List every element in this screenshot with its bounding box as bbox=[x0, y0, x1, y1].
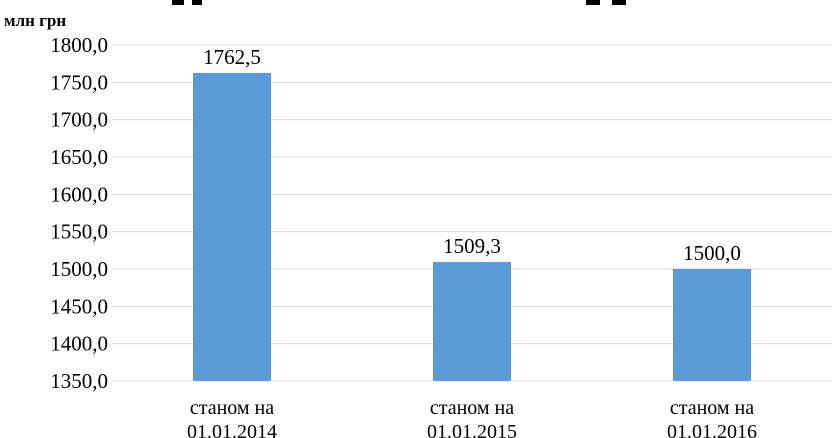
y-tick-label: 1500,0 bbox=[50, 257, 108, 281]
bars bbox=[193, 73, 751, 381]
y-tick-label: 1450,0 bbox=[50, 294, 108, 318]
title-fragment bbox=[192, 0, 202, 5]
bar bbox=[433, 262, 511, 381]
data-label: 1509,3 bbox=[443, 234, 501, 258]
data-labels: 1762,5 1509,3 1500,0 bbox=[203, 45, 741, 265]
data-label: 1762,5 bbox=[203, 45, 261, 69]
x-tick-label: станом на bbox=[430, 397, 514, 419]
y-tick-label: 1700,0 bbox=[50, 108, 108, 132]
y-tick-label: 1750,0 bbox=[50, 70, 108, 94]
y-axis-unit-label: млн грн bbox=[4, 11, 66, 30]
x-tick-label: 01.01.2015 bbox=[427, 421, 517, 438]
y-axis-tick-labels: 1800,0 1750,0 1700,0 1650,0 1600,0 1550,0 1500… bbox=[50, 33, 108, 393]
title-fragment bbox=[586, 0, 600, 5]
y-tick-label: 1550,0 bbox=[50, 220, 108, 244]
title-fragment bbox=[172, 0, 184, 5]
x-tick-label: 01.01.2014 bbox=[187, 421, 277, 438]
x-tick-label: 01.01.2016 bbox=[667, 421, 757, 438]
x-tick-label: станом на bbox=[670, 397, 754, 419]
bar bbox=[193, 73, 271, 381]
y-tick-label: 1650,0 bbox=[50, 145, 108, 169]
bar bbox=[673, 269, 751, 381]
y-tick-label: 1800,0 bbox=[50, 33, 108, 57]
x-axis-category-labels: станом на 01.01.2014 станом на 01.01.2015 ст… bbox=[187, 397, 757, 438]
y-tick-label: 1600,0 bbox=[50, 182, 108, 206]
x-tick-label: станом на bbox=[190, 397, 274, 419]
y-tick-label: 1400,0 bbox=[50, 332, 108, 356]
y-tick-label: 1350,0 bbox=[50, 369, 108, 393]
data-label: 1500,0 bbox=[683, 241, 741, 265]
title-fragment bbox=[612, 0, 626, 5]
